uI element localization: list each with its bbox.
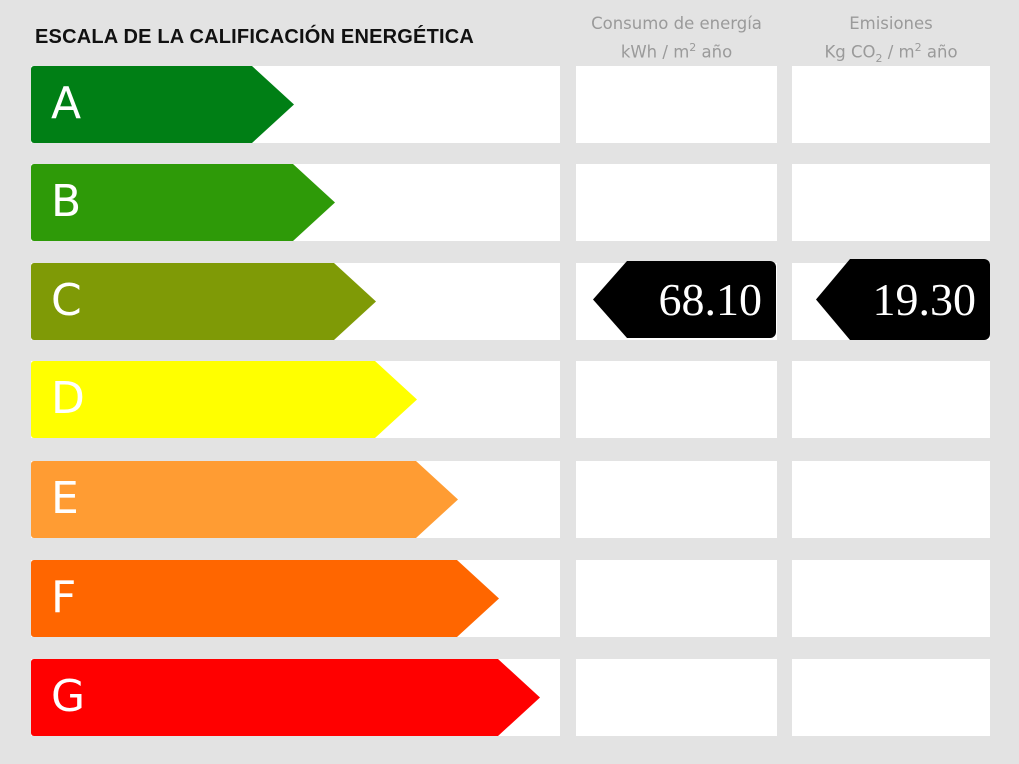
class-arrow-g: G: [31, 659, 540, 736]
class-arrow-a: A: [31, 66, 294, 143]
emissions-cell: [792, 164, 990, 241]
class-letter: B: [51, 176, 82, 227]
emissions-cell: [792, 361, 990, 438]
rating-row-g: G: [0, 659, 1019, 736]
class-letter: D: [51, 373, 85, 424]
energy-unit: kWh / m2 año: [620, 41, 733, 62]
class-arrow-b: B: [31, 164, 335, 241]
class-arrow-d: D: [31, 361, 417, 438]
rating-row-a: A: [0, 66, 1019, 143]
emissions-header-line1: Emisiones: [849, 14, 933, 33]
emissions-cell: [792, 560, 990, 637]
class-arrow-c: C: [31, 263, 376, 340]
chart-title: ESCALA DE LA CALIFICACIÓN ENERGÉTICA: [35, 26, 475, 48]
class-letter: G: [51, 671, 86, 722]
energy-cell: [576, 461, 777, 538]
class-letter: E: [51, 473, 79, 524]
emissions-cell: [792, 66, 990, 143]
emissions-column-header: Emisiones Kg CO2 / m2 año: [792, 12, 990, 71]
energy-cell: [576, 659, 777, 736]
class-arrow-f: F: [31, 560, 499, 637]
class-letter: C: [51, 275, 82, 326]
energy-value-marker: 68.10: [593, 261, 776, 338]
energy-column-header: Consumo de energía kWh / m2 año: [576, 12, 777, 65]
rating-row-d: D: [0, 361, 1019, 438]
class-arrow-e: E: [31, 461, 458, 538]
energy-cell: [576, 164, 777, 241]
class-letter: F: [51, 572, 77, 623]
energy-cell: [576, 560, 777, 637]
rating-row-b: B: [0, 164, 1019, 241]
energy-cell: [576, 66, 777, 143]
energy-cell: [576, 361, 777, 438]
rating-row-e: E: [0, 461, 1019, 538]
energy-header-line1: Consumo de energía: [591, 14, 762, 33]
class-letter: A: [51, 78, 82, 129]
emissions-unit: Kg CO2 / m2 año: [824, 41, 958, 65]
emissions-cell: [792, 659, 990, 736]
emissions-value-marker: 19.30: [816, 259, 990, 340]
emissions-cell: [792, 461, 990, 538]
rating-row-f: F: [0, 560, 1019, 637]
